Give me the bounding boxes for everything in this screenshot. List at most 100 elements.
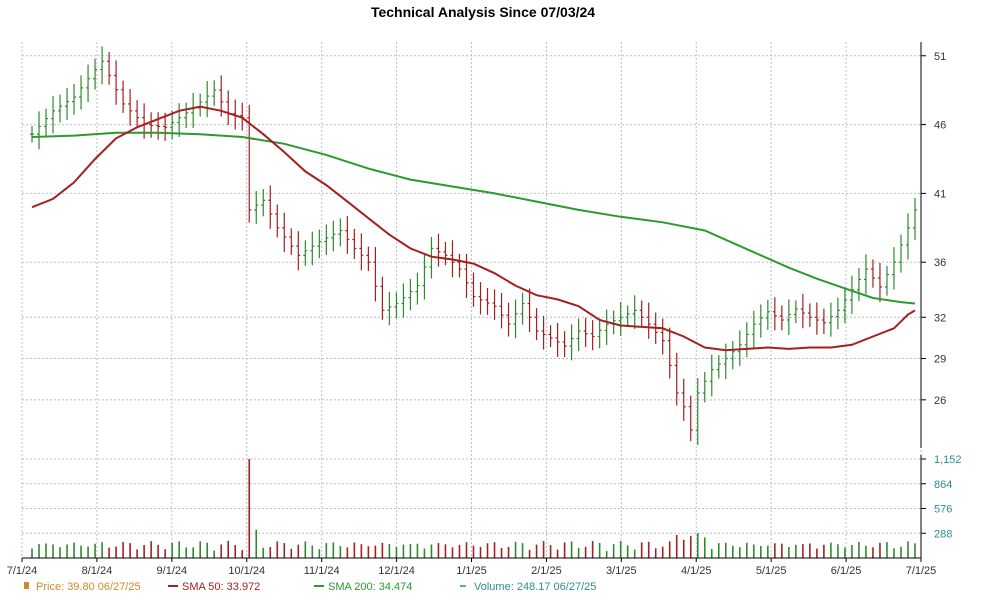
price-bar [520, 292, 525, 325]
x-tick-label: 9/1/24 [157, 565, 188, 577]
price-tick-label: 36 [934, 257, 946, 269]
price-bar [744, 322, 749, 357]
price-bar [702, 371, 707, 403]
price-bar [646, 302, 651, 339]
price-bar [863, 254, 868, 295]
price-bar [569, 324, 574, 361]
price-bar [597, 318, 602, 349]
price-bar [464, 254, 469, 298]
price-bar [317, 229, 322, 259]
price-bar [583, 317, 588, 347]
price-bar [114, 60, 119, 105]
price-bar [107, 51, 112, 85]
price-bar [310, 231, 315, 266]
price-bar [499, 293, 504, 329]
price-bar [555, 323, 560, 357]
price-bar [268, 185, 273, 229]
price-bar [541, 315, 546, 350]
price-bar [296, 231, 301, 271]
price-bar [324, 224, 329, 256]
price-bar [821, 308, 826, 335]
price-bar [758, 304, 763, 338]
price-bar [128, 88, 133, 126]
legend-price: Price: 39.80 06/27/25 [24, 581, 141, 593]
price-bar [877, 262, 882, 303]
legend-price-swatch [24, 582, 29, 589]
legend-volume-label: Volume [474, 581, 511, 593]
legend-sma-200: SMA 200: 34.474 [314, 581, 412, 593]
price-bar [135, 100, 140, 129]
x-tick-label: 6/1/25 [831, 565, 862, 577]
volume-tick-label: 288 [934, 528, 952, 540]
x-tick-label: 5/1/25 [756, 565, 787, 577]
price-tick-label: 26 [934, 395, 946, 407]
sma-200-line [31, 131, 916, 305]
legend-sma-50-label: SMA 50 [182, 581, 221, 593]
price-bar [100, 46, 105, 85]
price-bar [765, 299, 770, 330]
price-bar [485, 288, 490, 315]
price-bar [72, 83, 77, 115]
x-tick-label: 1/1/25 [456, 565, 487, 577]
price-bar [359, 233, 364, 271]
price-bar [86, 64, 91, 103]
price-bar [93, 58, 98, 90]
sma-50-line [31, 105, 916, 352]
price-bar [842, 287, 847, 324]
price-bar [401, 283, 406, 318]
price-bar [65, 87, 70, 120]
price-bar [513, 299, 518, 339]
price-bar [625, 305, 630, 326]
price-bar [849, 275, 854, 315]
price-bar [506, 302, 511, 337]
price-bar [891, 247, 896, 290]
volume-tick-label: 1,152 [934, 454, 962, 466]
x-tick-label: 10/1/24 [228, 565, 265, 577]
legend-price-value: 39.80 [67, 581, 95, 593]
price-bar [156, 112, 161, 140]
legend: Price: 39.80 06/27/25 SMA 50: 33.972 SMA… [24, 581, 596, 593]
legend-sma-50: SMA 50: 33.972 [168, 581, 260, 593]
price-bar [51, 96, 56, 134]
price-bar [632, 295, 637, 329]
price-bar [30, 125, 34, 143]
x-tick-label: 4/1/25 [681, 565, 712, 577]
price-bar [170, 110, 175, 140]
x-tick-label: 7/1/24 [7, 565, 38, 577]
price-bar [660, 318, 665, 355]
price-bar [793, 300, 798, 324]
price-bar [289, 228, 294, 255]
price-bar [58, 94, 63, 123]
price-bar [373, 247, 378, 302]
price-bar [681, 378, 686, 421]
price-bar [492, 289, 497, 320]
price-bar [37, 111, 42, 150]
price-bar [779, 305, 784, 331]
price-bar [884, 265, 889, 296]
price-bar [338, 218, 343, 247]
x-tick-label: 7/1/25 [906, 565, 937, 577]
svg-text:SMA 200: 34.474: SMA 200: 34.474 [328, 581, 412, 593]
price-bar [275, 204, 280, 238]
svg-text:Volume: 248.17 06/27/25: Volume: 248.17 06/27/25 [474, 581, 596, 593]
price-bar [121, 80, 126, 113]
price-bar [478, 282, 483, 315]
price-bar [737, 330, 742, 367]
price-bar [716, 355, 721, 379]
price-bar [856, 268, 861, 302]
price-bar [394, 292, 399, 319]
price-bar [590, 320, 595, 351]
price-tick-label: 41 [934, 188, 946, 200]
price-bar [905, 213, 910, 260]
price-bar [913, 197, 917, 240]
price-bar [562, 331, 567, 358]
price-bar [807, 303, 812, 327]
price-bar [604, 309, 609, 345]
svg-text:Price: 39.80 06/27/25: Price: 39.80 06/27/25 [36, 581, 141, 593]
price-bar [667, 327, 672, 379]
svg-text:SMA 50: 33.972: SMA 50: 33.972 [182, 581, 260, 593]
price-bar [534, 308, 539, 341]
price-bar [436, 233, 441, 267]
price-bar [772, 297, 777, 331]
price-bar [695, 378, 700, 445]
